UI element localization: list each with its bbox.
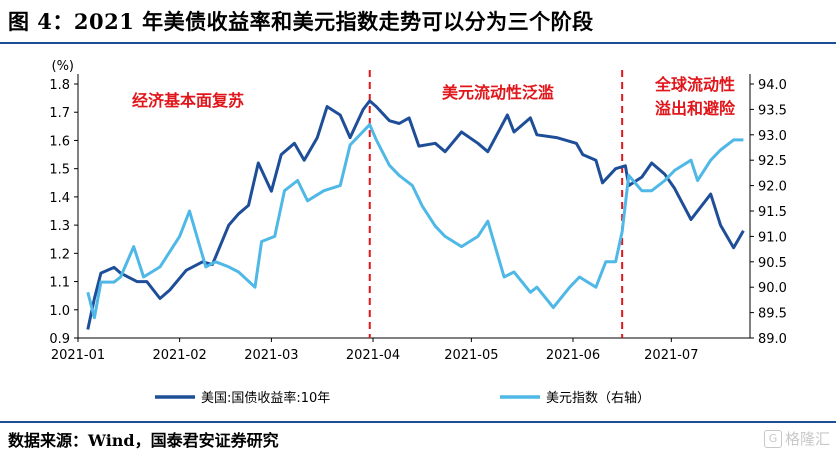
- watermark-text: 格隆汇: [784, 430, 830, 448]
- y-tick-label-right: 90.5: [758, 256, 787, 271]
- y-tick-label-left: 1.8: [49, 78, 70, 93]
- phase-annotation-3: 全球流动性: [654, 75, 735, 94]
- x-tick-label: 2021-06: [546, 348, 600, 363]
- y-tick-label-right: 91.5: [758, 205, 787, 220]
- watermark-icon: G: [763, 429, 782, 448]
- y-tick-label-left: 1.2: [49, 247, 70, 262]
- x-tick-label: 2021-02: [152, 348, 206, 363]
- chart-series: [86, 99, 745, 330]
- y-tick-label-right: 91.0: [758, 230, 787, 245]
- y-tick-label-left: 1.6: [49, 134, 70, 149]
- source-note: 数据来源：Wind，国泰君安证券研究: [8, 431, 279, 450]
- x-tick-label: 2021-05: [444, 348, 498, 363]
- y-tick-label-left: 0.9: [49, 332, 70, 347]
- phase-annotation-3: 溢出和避险: [655, 99, 736, 118]
- y-tick-label-right: 93.5: [758, 103, 787, 118]
- legend-label-2: 美元指数（右轴）: [546, 391, 650, 406]
- y-unit-label: (%): [52, 59, 75, 74]
- x-tick-label: 2021-01: [51, 348, 105, 363]
- phase-annotation-1: 经济基本面复苏: [132, 91, 244, 110]
- legend-label-1: 美国:国债收益率:10年: [201, 390, 330, 406]
- y-tick-label-left: 1.0: [49, 304, 70, 319]
- x-tick-label: 2021-03: [244, 348, 298, 363]
- title-divider: [0, 42, 836, 44]
- y-tick-label-right: 94.0: [758, 78, 787, 93]
- series-line-1: [86, 99, 745, 330]
- y-tick-label-left: 1.4: [49, 191, 70, 206]
- y-tick-label-left: 1.3: [49, 219, 70, 234]
- y-tick-label-right: 92.5: [758, 154, 787, 169]
- phase-annotation-2: 美元流动性泛滥: [442, 83, 554, 102]
- y-tick-label-left: 1.1: [49, 276, 70, 291]
- y-tick-label-right: 92.0: [758, 180, 787, 195]
- y-tick-label-right: 93.0: [758, 129, 787, 144]
- y-tick-label-right: 89.5: [758, 307, 787, 322]
- y-tick-label-right: 89.0: [758, 332, 787, 347]
- figure-title: 图 4：2021 年美债收益率和美元指数走势可以分为三个阶段: [8, 9, 594, 34]
- footer-divider: [0, 421, 836, 423]
- series-line-2: [86, 123, 744, 320]
- x-tick-label: 2021-07: [644, 348, 698, 363]
- chart-legend: 美国:国债收益率:10年 美元指数（右轴）: [155, 390, 650, 406]
- y-tick-label-left: 1.5: [49, 163, 70, 178]
- x-tick-label: 2021-04: [346, 348, 400, 363]
- phase-dividers: [368, 70, 624, 338]
- watermark: G 格隆汇: [763, 428, 830, 449]
- y-tick-label-left: 1.7: [49, 106, 70, 121]
- chart-axes: (%) 0.9 1.0 1.1 1.2 1.3 1.4 1.5 1.6 1.7 1.8 89.0 89.…: [49, 59, 787, 363]
- y-tick-label-right: 90.0: [758, 281, 787, 296]
